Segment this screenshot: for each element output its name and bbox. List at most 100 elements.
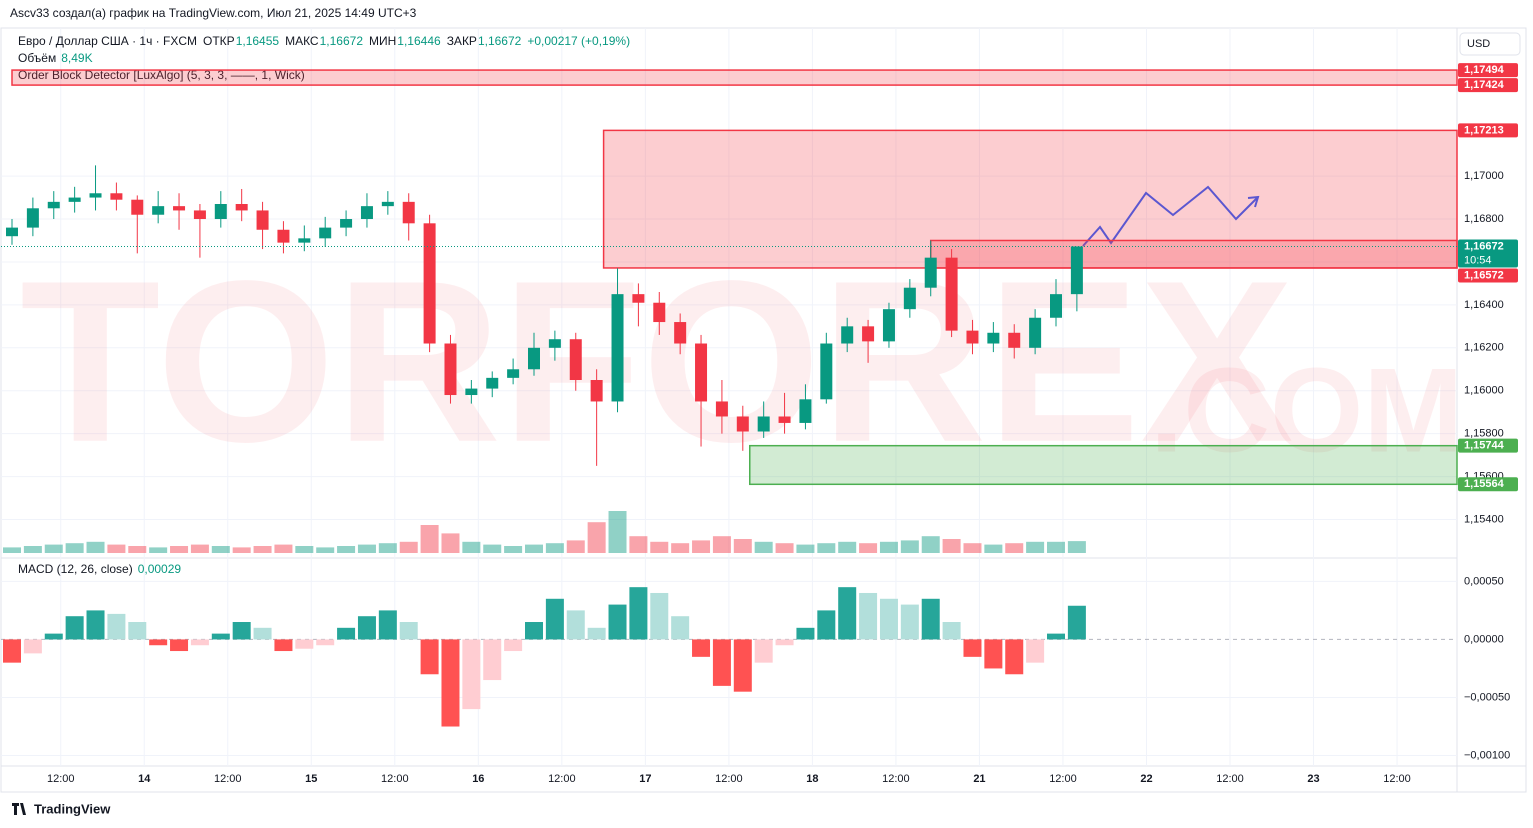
currency[interactable]: USD [1467,38,1490,50]
macd-bar [587,627,606,640]
macd-bar [1067,605,1086,640]
macd-bar [357,616,376,640]
volume-bar [900,540,919,553]
volume-bar [984,544,1003,553]
volume-bar [545,543,564,553]
volume-bar [128,546,147,553]
volume-bar [608,511,627,553]
candle-body [298,238,311,243]
volume-bar [253,546,272,553]
volume-bar [1026,541,1045,553]
candle-body [1050,294,1062,318]
candle-body [486,377,499,389]
y-tick-label: 1,16000 [1464,385,1504,397]
y-tick-label: 1,16400 [1464,299,1504,311]
volume-bar [587,522,606,553]
candle-body [757,416,770,432]
volume-bar [712,536,731,553]
macd-bar [921,598,940,640]
candle-body [110,193,123,200]
volume-bar [859,543,878,553]
volume-bar [190,544,209,553]
volume-bar [337,546,356,553]
y-tick-label: 1,16200 [1464,342,1504,354]
macd-bar [545,598,564,640]
candle-body [235,204,248,211]
macd-bar [23,639,42,654]
volume-bar [483,544,502,553]
volume-legend: Объём 8,49K [18,51,93,65]
candle-body [444,343,457,396]
volume-bar [170,546,189,553]
volume-bar [3,547,21,553]
x-tick-label: 12:00 [548,773,576,785]
volume-bar [462,541,481,553]
macd-bar [128,622,147,640]
volume-bar [232,547,251,553]
order-block [929,239,1458,269]
macd-bar [295,639,314,649]
price-tag-label: 1,17213 [1464,124,1504,136]
candle-body [340,219,353,228]
price-tag-label: 1,15564 [1464,478,1505,490]
candle-body [674,322,687,344]
x-tick-label: 12:00 [1049,773,1077,785]
candle-body [193,210,206,220]
y-tick-label: 1,15800 [1464,428,1504,440]
candle-body [966,330,979,344]
change: +0,00217 (+0,19%) [527,34,630,48]
x-tick-label: 23 [1307,773,1319,785]
macd-bar [629,587,648,640]
candle-body [1008,332,1021,348]
order-block [749,444,1458,486]
macd-bar [86,610,105,640]
volume-bar [566,540,585,553]
price-tag-label: 1,16572 [1464,269,1504,281]
forecast-arrowhead [1247,195,1260,208]
macd-bar [316,639,335,646]
macd-bar [733,639,752,692]
x-tick-label: 16 [472,773,484,785]
volume-bar [316,547,335,553]
candle-body [277,229,290,243]
macd-bar [1047,633,1065,640]
y-tick-label: 0,00050 [1464,575,1504,587]
frame [0,27,1527,793]
macd-bar [671,616,690,640]
currency-button[interactable] [1459,32,1521,56]
candle-body [924,257,937,288]
macd-bar [942,622,961,640]
x-tick-label: 12:00 [1383,773,1411,785]
ohlc-name: ОТКР [203,34,235,48]
candle-body [695,343,708,402]
ohlc-name: МИН [369,34,396,48]
candle-body [256,210,269,230]
candle-body [945,257,958,331]
macd-legend: MACD (12, 26, close) 0,00029 [18,562,181,576]
macd-bar [712,639,731,686]
volume-bar [754,541,773,553]
candle-body [47,201,60,209]
volume-bar [1067,541,1086,553]
volume-bar [629,536,648,553]
candle-body [6,227,18,237]
volume-bar [211,546,230,553]
price-tag [1458,123,1518,138]
macd-bar [525,622,543,640]
x-tick-label: 21 [973,773,985,785]
x-tick-label: 18 [806,773,818,785]
countdown: 10:54 [1464,254,1492,266]
price-tag-label: 1,16672 [1464,240,1504,252]
candle-body [381,201,394,207]
candle-body [715,401,728,417]
price-tag-label: 1,17424 [1464,79,1505,91]
ohlc-name: ЗАКР [447,34,477,48]
macd-bar [566,610,585,640]
macd-bar [692,639,711,657]
volume-bar [942,539,961,553]
ohlc-value: 1,16672 [320,34,364,48]
macd-bar [1005,639,1024,675]
volume-bar [420,525,439,553]
macd-bar [44,633,63,640]
